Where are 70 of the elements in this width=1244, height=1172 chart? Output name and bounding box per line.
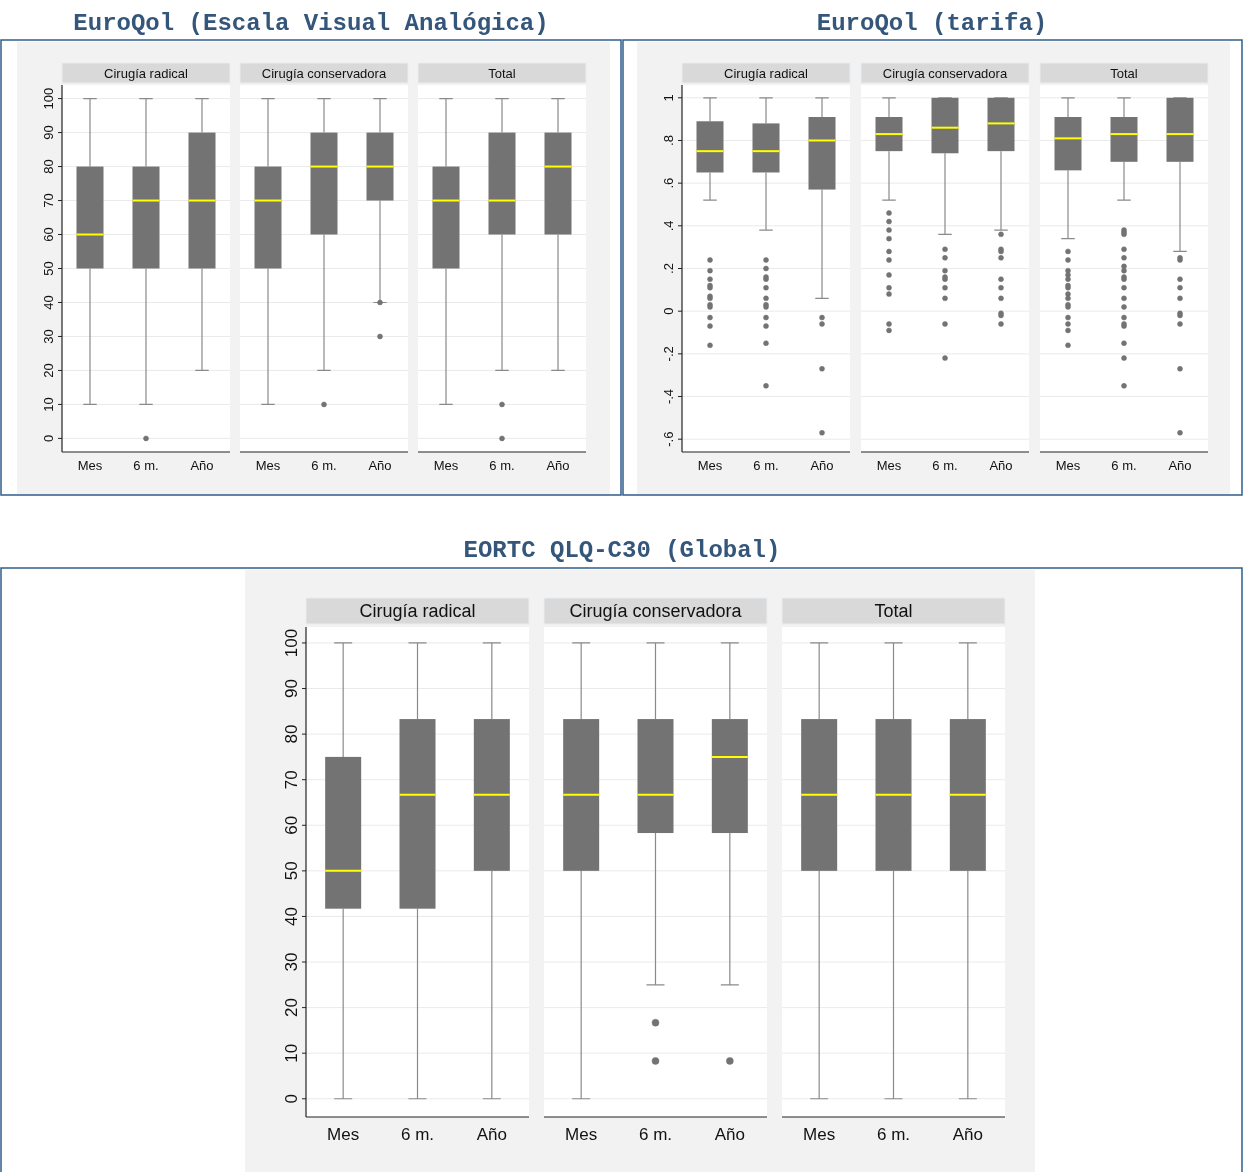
y-tick-label: 0 <box>282 1094 301 1104</box>
x-tick-label: Mes <box>327 1125 360 1144</box>
x-tick-label: Año <box>952 1125 983 1144</box>
chart-subtitle: Cirugía conservadora <box>882 65 1008 81</box>
chart-subtitle: Total <box>1110 65 1138 81</box>
x-tick-label: Mes <box>565 1125 598 1144</box>
y-tick-label: 20 <box>282 998 301 1018</box>
x-tick-label: 6 m. <box>638 1125 673 1144</box>
x-tick-label: 6 m. <box>489 458 515 473</box>
y-tick-label: 80 <box>41 159 56 174</box>
y-tick-label: 1 <box>661 94 676 102</box>
x-tick-label: 6 m. <box>932 458 958 473</box>
y-tick-label: 60 <box>282 815 301 835</box>
x-tick-label: Mes <box>255 458 281 473</box>
y-tick-label: 30 <box>41 329 56 344</box>
y-tick-label: 20 <box>41 363 56 378</box>
x-tick-label: Mes <box>697 458 723 473</box>
chart-subtitle: Cirugía conservadora <box>261 65 387 81</box>
x-tick-label: Año <box>1168 458 1192 473</box>
x-tick-label: 6 m. <box>133 458 159 473</box>
y-tick-label: 10 <box>282 1043 301 1063</box>
x-tick-label: Mes <box>803 1125 836 1144</box>
y-tick-label: 50 <box>41 261 56 276</box>
y-tick-label: -.4 <box>661 388 676 405</box>
x-tick-label: Mes <box>433 458 459 473</box>
y-tick-label: -.2 <box>661 346 676 362</box>
y-tick-label: -.6 <box>661 431 676 447</box>
chart-subtitle: Cirugía radical <box>724 65 809 81</box>
y-tick-label: 90 <box>282 679 301 698</box>
y-tick-label: .8 <box>661 135 676 146</box>
y-tick-label: 100 <box>41 87 56 110</box>
chart-subtitle: Cirugía conservadora <box>569 601 743 622</box>
y-tick-label: 80 <box>282 724 301 744</box>
x-tick-label: Año <box>810 458 834 473</box>
chart-title: EORTC QLQ-C30 (Global) <box>463 537 781 564</box>
x-tick-label: 6 m. <box>1111 458 1137 473</box>
y-tick-label: .2 <box>661 263 676 274</box>
x-tick-label: Año <box>989 458 1013 473</box>
y-tick-label: 90 <box>41 125 56 140</box>
chart-subtitle: Cirugía radical <box>104 65 189 81</box>
y-tick-label: 70 <box>41 193 56 208</box>
y-tick-label: 50 <box>282 861 301 881</box>
x-tick-label: Año <box>368 458 392 473</box>
y-tick-label: 100 <box>282 628 301 658</box>
y-tick-label: .6 <box>661 177 676 189</box>
x-tick-label: Año <box>190 458 214 473</box>
y-tick-label: .4 <box>661 220 676 232</box>
y-tick-label: 40 <box>41 295 56 310</box>
x-tick-label: 6 m. <box>753 458 779 473</box>
chart-title: EuroQol (tarifa) <box>816 10 1048 37</box>
y-tick-label: 40 <box>282 906 301 926</box>
x-tick-label: Año <box>546 458 570 473</box>
y-tick-label: 10 <box>41 397 56 412</box>
x-tick-label: 6 m. <box>876 1125 911 1144</box>
y-tick-label: 0 <box>661 307 676 315</box>
chart-subtitle: Cirugía radical <box>359 601 476 622</box>
x-tick-label: Mes <box>77 458 103 473</box>
x-tick-label: 6 m. <box>311 458 337 473</box>
y-tick-label: 30 <box>282 952 301 972</box>
chart-title: EuroQol (Escala Visual Analógica) <box>73 10 549 37</box>
x-tick-label: Mes <box>876 458 902 473</box>
x-tick-label: 6 m. <box>400 1125 435 1144</box>
y-tick-label: 60 <box>41 227 56 242</box>
x-tick-label: Año <box>476 1125 507 1144</box>
y-tick-label: 70 <box>282 770 301 790</box>
chart-subtitle: Total <box>488 65 516 81</box>
y-tick-label: 0 <box>41 434 56 443</box>
chart-subtitle: Total <box>874 601 913 622</box>
x-tick-label: Mes <box>1055 458 1081 473</box>
x-tick-label: Año <box>714 1125 745 1144</box>
